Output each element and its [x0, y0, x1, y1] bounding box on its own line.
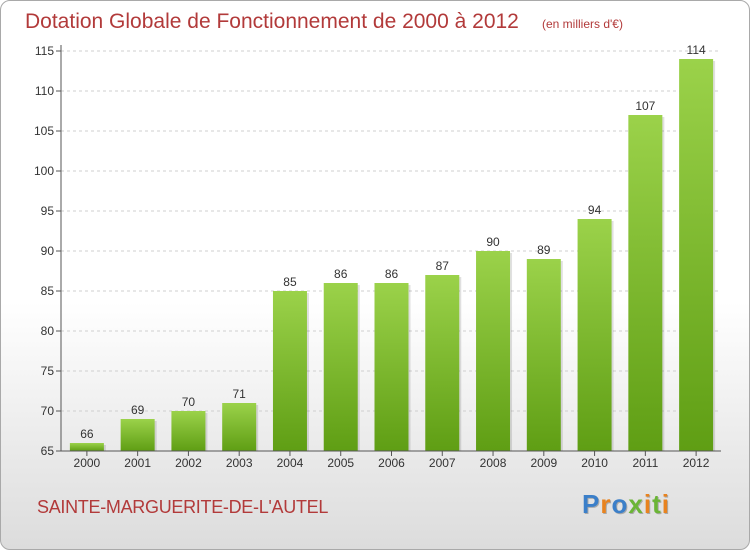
x-tick-label: 2001 [124, 456, 151, 470]
bar-2012 [679, 59, 714, 451]
brand-letter: t [652, 489, 662, 519]
y-tick-label: 80 [41, 324, 55, 338]
bar-value-label: 94 [588, 203, 602, 217]
bar-2009 [526, 259, 561, 451]
x-tick-label: 2008 [480, 456, 507, 470]
x-tick-label: 2012 [683, 456, 710, 470]
bar-value-label: 86 [334, 267, 348, 281]
bar-value-label: 66 [80, 427, 94, 441]
y-tick-label: 105 [34, 124, 54, 138]
axes: 65 70 75 80 85 90 95 100 105 110 115 2000 2001 2002 20… [34, 44, 721, 470]
commune-name: SAINTE-MARGUERITE-DE-L'AUTEL [37, 497, 329, 517]
bar-value-label: 86 [385, 267, 399, 281]
brand-letter: i [643, 489, 653, 519]
x-tick-label: 2011 [632, 456, 658, 470]
bar-value-label: 90 [486, 235, 500, 249]
bar-2006 [374, 283, 409, 451]
x-tick-label: 2006 [378, 456, 405, 470]
y-tick-label: 70 [41, 404, 55, 418]
bar-series: 66 69 70 71 85 86 86 87 90 89 94 107 114 [69, 43, 716, 451]
x-tick-label: 2005 [327, 456, 354, 470]
bar-value-label: 89 [537, 243, 551, 257]
bar-2011 [628, 115, 663, 451]
bar-2002 [171, 411, 206, 451]
brand-letter: i [661, 489, 670, 519]
brand-letter: P [582, 489, 601, 519]
x-tick-label: 2009 [530, 456, 557, 470]
y-tick-label: 110 [35, 84, 54, 98]
chart-title: Dotation Globale de Fonctionnement de 20… [25, 10, 519, 33]
brand-letter: r [600, 489, 612, 519]
brand-letter: x [628, 489, 644, 519]
bar-value-label: 85 [283, 275, 297, 289]
y-tick-label: 90 [41, 244, 55, 258]
bar-2008 [476, 251, 511, 451]
bar-2003 [222, 403, 257, 451]
bar-2004 [272, 291, 307, 451]
bar-value-label: 69 [131, 403, 145, 417]
x-tick-label: 2002 [175, 456, 202, 470]
x-tick-label: 2000 [74, 456, 101, 470]
x-tick-label: 2003 [226, 456, 253, 470]
bar-value-label: 87 [436, 259, 450, 273]
y-tick-label: 65 [41, 444, 55, 458]
y-tick-label: 100 [34, 164, 54, 178]
y-tick-label: 115 [35, 44, 54, 58]
brand-logo: Proxiti [582, 489, 670, 520]
chart-unit-note: (en milliers d'€) [542, 17, 623, 31]
bar-2000 [69, 443, 104, 451]
x-tick-label: 2007 [429, 456, 456, 470]
y-tick-label: 85 [41, 284, 55, 298]
bar-2010 [577, 219, 612, 451]
brand-letter: o [611, 489, 629, 519]
bar-value-label: 114 [687, 43, 706, 57]
bar-value-label: 70 [182, 395, 196, 409]
bar-2001 [120, 419, 155, 451]
bar-value-label: 71 [233, 387, 247, 401]
x-tick-label: 2004 [277, 456, 304, 470]
bar-value-label: 107 [635, 99, 655, 113]
bar-2005 [323, 283, 358, 451]
x-tick-label: 2010 [581, 456, 608, 470]
bar-2007 [425, 275, 460, 451]
y-tick-label: 95 [41, 204, 55, 218]
y-tick-label: 75 [41, 364, 55, 378]
